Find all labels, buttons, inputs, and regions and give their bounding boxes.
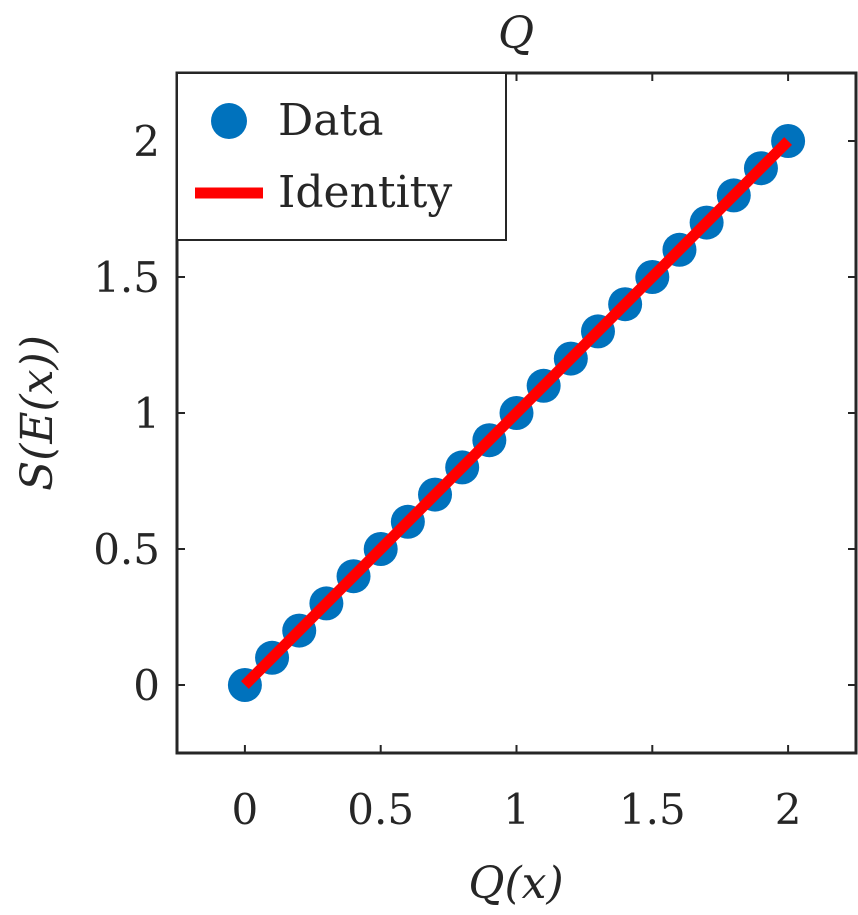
legend-data-label: Data	[278, 95, 383, 146]
data-layer	[227, 124, 806, 702]
legend-identity-label: Identity	[278, 167, 452, 218]
x-axis-title: Q(x)	[468, 858, 563, 909]
identity-line	[241, 137, 792, 689]
y-tick-label: 0.5	[93, 525, 160, 574]
x-tick-label: 0	[232, 785, 259, 834]
y-tick-label: 0	[133, 661, 160, 710]
y-tick-label: 2	[133, 117, 160, 166]
chart-title: Q	[498, 8, 534, 59]
legend-data-marker	[211, 103, 247, 139]
y-axis: 0 0.5 1 1.5 2	[93, 117, 856, 710]
legend-box	[176, 72, 507, 241]
x-tick-label: 2	[775, 785, 802, 834]
x-tick-label: 1	[503, 785, 530, 834]
x-tick-label: 0.5	[347, 785, 414, 834]
x-axis: 0 0.5 1 1.5 2	[232, 73, 802, 834]
legend: Data Identity	[176, 72, 507, 241]
x-tick-label: 1.5	[619, 785, 686, 834]
y-axis-title: S(E(x))	[12, 335, 63, 491]
y-tick-label: 1.5	[93, 253, 160, 302]
y-tick-label: 1	[133, 389, 160, 438]
